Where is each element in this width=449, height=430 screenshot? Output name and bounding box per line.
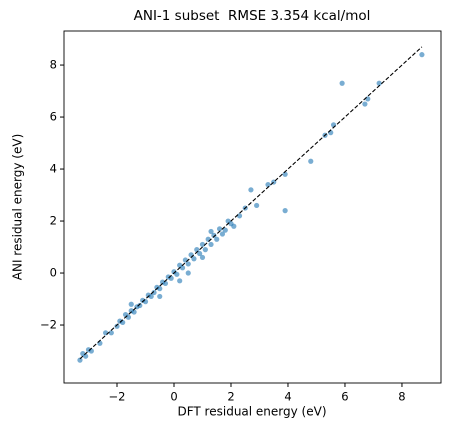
- point: [128, 301, 134, 307]
- point: [199, 254, 206, 261]
- point: [236, 213, 243, 219]
- point: [185, 261, 191, 267]
- point: [185, 270, 191, 276]
- point: [219, 231, 226, 237]
- point: [254, 202, 260, 209]
- point: [365, 96, 371, 102]
- point: [202, 247, 208, 253]
- point: [77, 357, 83, 363]
- point: [174, 271, 180, 277]
- point: [330, 122, 337, 128]
- point: [97, 340, 103, 346]
- point: [177, 278, 183, 284]
- y-tick-label: 8: [50, 58, 57, 72]
- point: [157, 293, 163, 300]
- point: [179, 265, 186, 271]
- point: [191, 256, 197, 262]
- y-tick-label: 2: [50, 214, 57, 228]
- point: [211, 232, 217, 238]
- x-axis-label: DFT residual energy (eV): [177, 405, 326, 419]
- x-tick-label: 8: [398, 390, 405, 404]
- point: [216, 226, 223, 232]
- y-axis-label: ANI residual energy (eV): [11, 134, 25, 280]
- y-tick-label: 0: [50, 266, 57, 280]
- point: [142, 299, 149, 305]
- point: [151, 289, 157, 296]
- point: [114, 323, 120, 329]
- point: [157, 286, 163, 292]
- point: [103, 330, 109, 336]
- point: [231, 223, 237, 229]
- point: [199, 241, 206, 248]
- point: [208, 228, 214, 235]
- y-tick-label: 4: [50, 162, 57, 176]
- point: [328, 130, 334, 136]
- point: [214, 236, 220, 242]
- point: [137, 302, 143, 309]
- reference-line: [79, 46, 423, 360]
- point: [208, 241, 214, 248]
- point: [162, 280, 169, 287]
- y-tick-label: −2: [40, 318, 57, 332]
- point: [265, 182, 271, 188]
- y-tick-label: 6: [50, 110, 57, 124]
- x-tick-label: −2: [109, 390, 126, 404]
- plot-frame: [63, 30, 442, 384]
- point: [282, 171, 288, 177]
- point: [282, 208, 288, 214]
- point: [168, 275, 174, 281]
- point: [376, 80, 382, 86]
- point: [83, 353, 89, 359]
- x-tick-label: 2: [227, 390, 234, 404]
- point: [88, 348, 94, 354]
- point: [248, 187, 254, 193]
- point: [108, 330, 114, 336]
- x-tick-label: 6: [341, 390, 348, 404]
- x-tick-label: 4: [284, 390, 291, 404]
- point: [308, 158, 314, 164]
- point: [222, 227, 228, 233]
- point: [125, 314, 132, 320]
- point: [205, 236, 211, 242]
- chart-title: ANI-1 subset RMSE 3.354 kcal/mol: [134, 8, 371, 24]
- point: [131, 309, 137, 315]
- point: [419, 52, 425, 58]
- point: [339, 80, 345, 86]
- point: [148, 293, 154, 300]
- point: [120, 319, 126, 326]
- x-tick-label: 0: [170, 390, 177, 404]
- point: [197, 250, 203, 257]
- point: [362, 101, 368, 107]
